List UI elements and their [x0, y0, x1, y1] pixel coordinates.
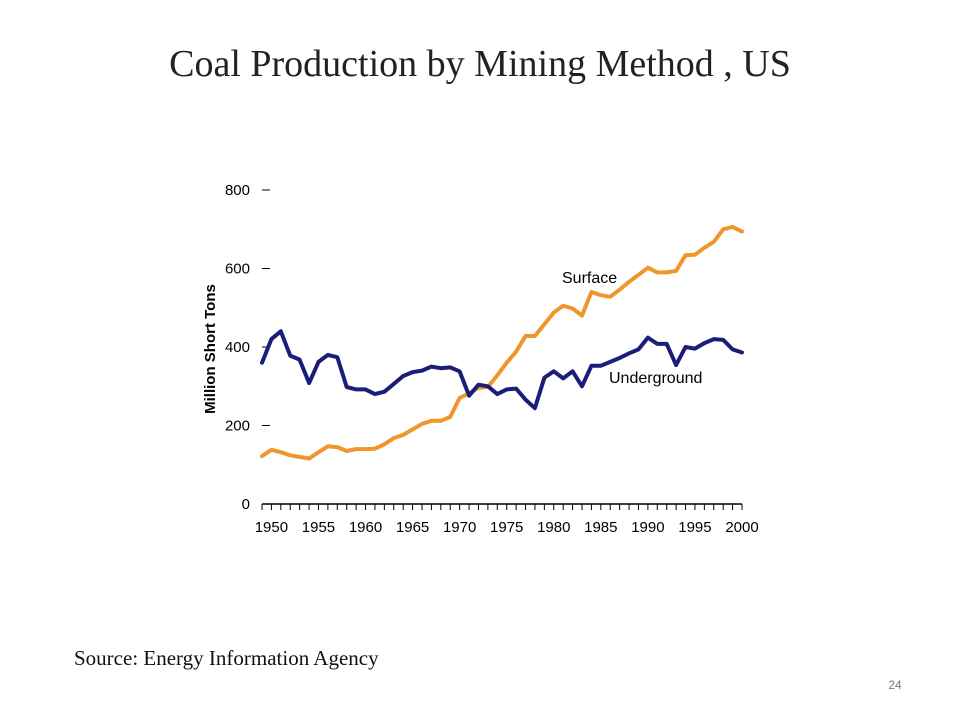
- x-tick-label: 1970: [443, 519, 476, 536]
- y-tick-label: 800: [225, 182, 250, 199]
- x-tick-label: 1980: [537, 519, 570, 536]
- underground-series-label: Underground: [609, 370, 702, 387]
- surface-series-line: [260, 224, 744, 461]
- y-tick-label: 200: [225, 418, 250, 435]
- slide-title: Coal Production by Mining Method , US: [169, 43, 791, 85]
- x-tick-label: 1990: [631, 519, 664, 536]
- y-tick-label: 400: [225, 339, 250, 356]
- y-tick-label: 600: [225, 261, 250, 278]
- source-citation: Source: Energy Information Agency: [74, 646, 379, 670]
- x-tick-label: 1985: [584, 519, 617, 536]
- page-number: 24: [888, 678, 902, 692]
- x-tick-label: 1995: [678, 519, 711, 536]
- x-tick-label: 1950: [255, 519, 288, 536]
- chart-series-layer: [260, 224, 744, 461]
- x-tick-label: 1955: [302, 519, 335, 536]
- underground-series-line: [260, 329, 744, 411]
- y-tick-label: 0: [242, 496, 250, 513]
- x-tick-label: 1960: [349, 519, 382, 536]
- x-tick-label: 1965: [396, 519, 429, 536]
- y-axis-title: Million Short Tons: [202, 284, 219, 414]
- chart-axes: 0 200 400 600 800 1950 1955 1960 1965 1970 1975 198…: [225, 182, 759, 536]
- x-tick-label: 1975: [490, 519, 523, 536]
- surface-series-label: Surface: [562, 270, 617, 287]
- x-tick-label: 2000: [725, 519, 758, 536]
